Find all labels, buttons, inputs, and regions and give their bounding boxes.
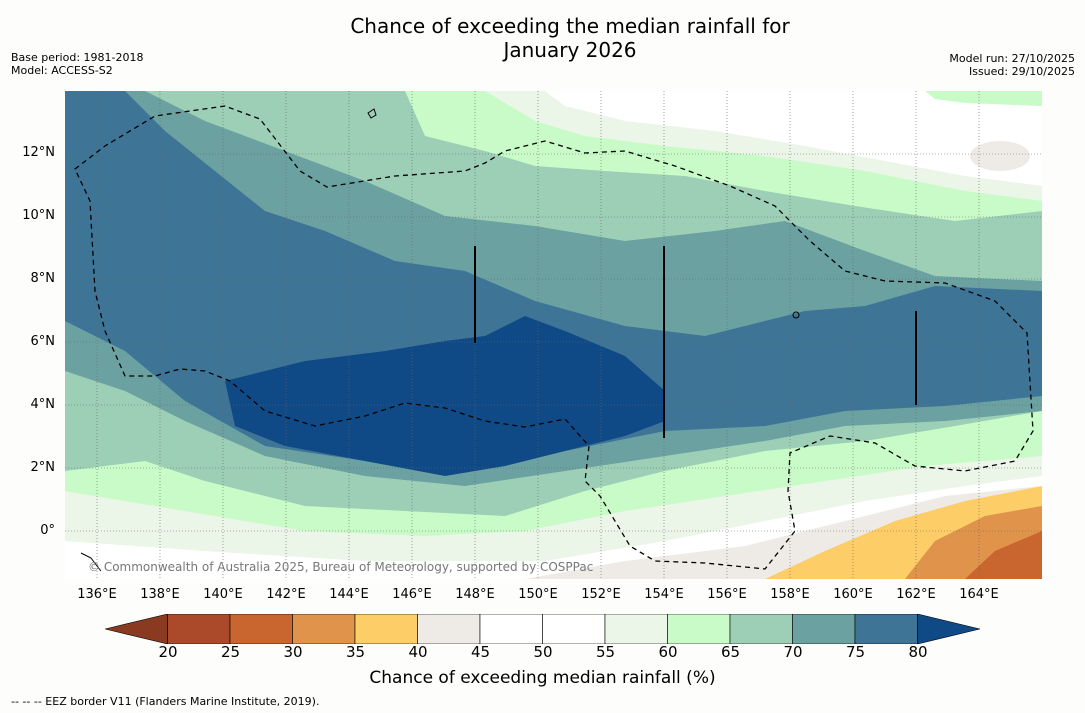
model-run: Model run: 27/10/2025	[949, 52, 1075, 65]
colorbar-tick: 50	[533, 643, 553, 661]
colorbar-tick: 35	[345, 643, 366, 661]
lat-label: 8°N	[30, 271, 56, 286]
colorbar-cell	[542, 614, 606, 644]
title-line-1: Chance of exceeding the median rainfall …	[350, 14, 790, 38]
lon-label: 158°E	[770, 587, 810, 602]
lat-label: 2°N	[30, 460, 56, 475]
copyright-notice: © Commonwealth of Australia 2025, Bureau…	[88, 560, 594, 574]
title-line-2: January 2026	[503, 38, 637, 62]
meta-left: Base period: 1981-2018 Model: ACCESS-S2	[11, 51, 143, 77]
colorbar-tick: 70	[783, 643, 803, 661]
lat-label: 12°N	[22, 145, 55, 160]
colorbar-label: Chance of exceeding median rainfall (%)	[369, 668, 716, 688]
lon-label: 146°E	[392, 587, 432, 602]
colorbar-cell	[792, 614, 856, 644]
colorbar-cell	[917, 614, 980, 644]
lon-label: 156°E	[707, 587, 747, 602]
lon-label: 150°E	[518, 587, 558, 602]
lat-label: 4°N	[30, 397, 56, 412]
colorbar-tick: 55	[595, 643, 616, 661]
colorbar-cell	[354, 614, 418, 644]
colorbar-cell	[854, 614, 918, 644]
lon-label: 152°E	[581, 587, 621, 602]
colorbar-cells	[105, 614, 980, 644]
colorbar	[105, 614, 980, 644]
lat-label: 10°N	[22, 208, 55, 223]
rainfall-map	[65, 91, 1042, 579]
colorbar-cell	[167, 614, 231, 644]
lon-gridlines	[96, 91, 980, 579]
colorbar-tick: 20	[158, 643, 178, 661]
lon-label: 142°E	[266, 587, 306, 602]
lon-label: 144°E	[329, 587, 369, 602]
colorbar-tick: 45	[470, 643, 491, 661]
meta-right: Model run: 27/10/2025 Issued: 29/10/2025	[949, 52, 1075, 78]
issued-date: Issued: 29/10/2025	[968, 65, 1075, 78]
map-title: Chance of exceeding the median rainfall …	[0, 14, 1085, 62]
colorbar-cell	[105, 614, 168, 644]
band-45-55-top	[545, 91, 1042, 186]
lon-label: 162°E	[896, 587, 936, 602]
band-above-80	[225, 316, 665, 476]
lon-label: 140°E	[203, 587, 243, 602]
islands	[80, 108, 800, 572]
lon-label: 160°E	[833, 587, 873, 602]
band-25-30	[965, 531, 1042, 579]
model-name: Model: ACCESS-S2	[11, 64, 113, 77]
colorbar-cell	[667, 614, 731, 644]
band-top-right-patch	[925, 91, 1042, 106]
band-40-45-patch	[970, 141, 1030, 171]
colorbar-cell	[292, 614, 356, 644]
colorbar-cell	[417, 614, 481, 644]
colorbar-tick: 25	[220, 643, 241, 661]
colorbar-tick: 75	[845, 643, 866, 661]
colorbar-cell	[604, 614, 668, 644]
colorbar-tick: 40	[408, 643, 428, 661]
lon-label: 136°E	[77, 587, 117, 602]
lat-gridlines	[65, 153, 1042, 532]
lon-label: 154°E	[644, 587, 684, 602]
colorbar-cell	[729, 614, 793, 644]
boundary-lines	[474, 246, 917, 438]
colorbar-tick: 80	[908, 643, 928, 661]
colorbar-cell	[479, 614, 543, 644]
lon-label: 138°E	[140, 587, 180, 602]
lon-label: 148°E	[455, 587, 495, 602]
base-period: Base period: 1981-2018	[11, 51, 144, 64]
colorbar-cell	[229, 614, 293, 644]
colorbar-tick: 65	[720, 643, 741, 661]
colorbar-tick: 30	[283, 643, 303, 661]
lat-label: 0°	[40, 523, 55, 538]
footer-legend: -- -- -- EEZ border V11 (Flanders Marine…	[11, 695, 320, 708]
lat-label: 6°N	[30, 334, 56, 349]
colorbar-tick: 60	[658, 643, 678, 661]
lon-label: 164°E	[959, 587, 999, 602]
